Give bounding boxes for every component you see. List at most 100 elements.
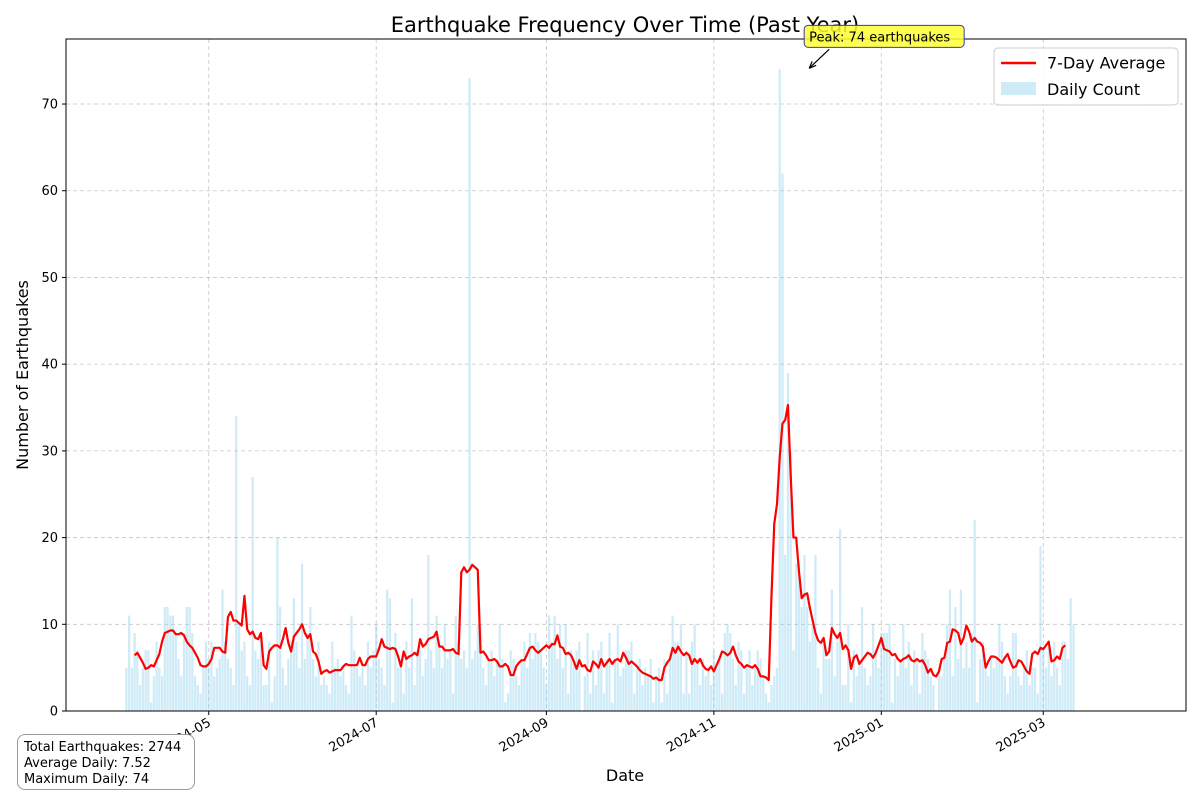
daily-count-bar bbox=[432, 667, 435, 711]
daily-count-bar bbox=[847, 624, 850, 711]
daily-count-bar bbox=[849, 702, 853, 711]
daily-count-bar bbox=[882, 632, 886, 711]
daily-count-bar bbox=[863, 667, 866, 711]
daily-count-bar bbox=[602, 693, 606, 711]
daily-count-bar bbox=[539, 650, 543, 711]
daily-count-bar bbox=[951, 676, 954, 711]
daily-count-bar bbox=[542, 667, 545, 711]
daily-count-bar bbox=[978, 658, 982, 711]
daily-count-bar bbox=[375, 624, 378, 711]
daily-count-bar bbox=[578, 641, 581, 711]
daily-count-bar bbox=[501, 658, 504, 711]
daily-count-bar bbox=[149, 702, 153, 711]
daily-count-bar bbox=[624, 650, 628, 711]
daily-count-bar bbox=[811, 624, 814, 711]
daily-count-bar bbox=[946, 624, 949, 711]
daily-count-bar bbox=[517, 684, 521, 711]
daily-count-bar bbox=[789, 450, 792, 711]
stats-maximum: Maximum Daily: 74 bbox=[24, 772, 150, 787]
daily-count-bar bbox=[888, 624, 891, 711]
daily-count-bar bbox=[347, 693, 350, 711]
daily-count-bar bbox=[144, 650, 147, 711]
daily-count-bar bbox=[756, 650, 759, 711]
daily-count-bar bbox=[797, 563, 801, 711]
daily-count-bar bbox=[657, 667, 661, 711]
daily-count-bar bbox=[1047, 641, 1050, 711]
daily-count-bar bbox=[1044, 667, 1048, 711]
daily-count-bar bbox=[701, 658, 704, 711]
daily-count-bar bbox=[322, 676, 326, 711]
daily-count-bar bbox=[921, 632, 924, 711]
daily-count-bar bbox=[1003, 676, 1006, 711]
daily-count-bar bbox=[490, 650, 493, 711]
daily-count-bar bbox=[339, 676, 342, 711]
daily-count-bar bbox=[174, 632, 177, 711]
daily-count-bar bbox=[1053, 641, 1056, 711]
daily-count-bar bbox=[786, 372, 790, 711]
daily-count-bar bbox=[915, 658, 919, 711]
daily-count-bar bbox=[213, 676, 216, 711]
daily-count-bar bbox=[707, 667, 710, 711]
daily-count-bar bbox=[759, 658, 762, 711]
daily-count-bar bbox=[180, 676, 183, 711]
daily-count-bar bbox=[646, 676, 650, 711]
daily-count-bar bbox=[1014, 632, 1017, 711]
daily-count-bar bbox=[130, 667, 134, 711]
daily-count-bar bbox=[325, 684, 328, 711]
daily-count-bar bbox=[844, 684, 847, 711]
daily-count-bar bbox=[1072, 624, 1075, 711]
daily-count-bar bbox=[292, 598, 295, 711]
daily-count-bar bbox=[729, 632, 732, 711]
daily-count-bar bbox=[408, 667, 411, 711]
annotation-box bbox=[803, 24, 965, 48]
daily-count-bar bbox=[317, 641, 320, 711]
daily-count-bar bbox=[913, 650, 916, 711]
daily-count-bar bbox=[182, 632, 186, 711]
daily-count-bar bbox=[509, 650, 512, 711]
daily-count-bar bbox=[666, 693, 669, 711]
daily-count-bar bbox=[424, 658, 427, 711]
daily-count-bar bbox=[383, 684, 386, 711]
daily-count-bar bbox=[712, 650, 715, 711]
daily-count-bar bbox=[715, 667, 718, 711]
daily-count-bar bbox=[281, 667, 284, 711]
daily-count-bar bbox=[372, 650, 375, 711]
daily-count-bar bbox=[630, 641, 633, 711]
daily-count-bar bbox=[344, 684, 348, 711]
daily-count-bar bbox=[1033, 667, 1037, 711]
daily-count-bar bbox=[232, 684, 235, 711]
daily-count-bar bbox=[482, 667, 485, 711]
daily-count-bar bbox=[443, 624, 446, 711]
daily-count-bar bbox=[388, 598, 392, 711]
daily-count-bar bbox=[734, 684, 737, 711]
daily-count-bar bbox=[553, 615, 556, 711]
stats-average: Average Daily: 7.52 bbox=[24, 756, 151, 771]
daily-count-bar bbox=[775, 667, 779, 711]
daily-count-bar bbox=[833, 676, 836, 711]
daily-count-bar bbox=[597, 650, 600, 711]
peak-annotation: Peak: 74 earthquakes bbox=[803, 24, 965, 69]
daily-count-bar bbox=[943, 658, 946, 711]
daily-count-bar bbox=[537, 641, 540, 711]
daily-count-bar bbox=[633, 693, 636, 711]
y-tick-label: 30 bbox=[41, 444, 58, 459]
daily-count-bar bbox=[328, 693, 331, 711]
daily-count-bar bbox=[526, 667, 529, 711]
daily-count-bar bbox=[1011, 632, 1015, 711]
daily-count-bar bbox=[1055, 667, 1059, 711]
daily-count-bar bbox=[1039, 546, 1042, 711]
daily-count-bar bbox=[896, 676, 899, 711]
daily-count-bar bbox=[641, 684, 644, 711]
daily-count-bar bbox=[545, 684, 548, 711]
daily-count-bar bbox=[314, 676, 317, 711]
daily-count-bar bbox=[457, 641, 460, 711]
daily-count-bar bbox=[331, 641, 334, 711]
daily-count-bar bbox=[589, 693, 592, 711]
daily-count-bar bbox=[720, 693, 724, 711]
y-tick-label: 60 bbox=[41, 184, 58, 199]
daily-count-bar bbox=[803, 554, 806, 711]
daily-count-bar bbox=[171, 615, 175, 711]
daily-count-bar bbox=[773, 676, 776, 711]
daily-count-bar bbox=[476, 624, 479, 711]
